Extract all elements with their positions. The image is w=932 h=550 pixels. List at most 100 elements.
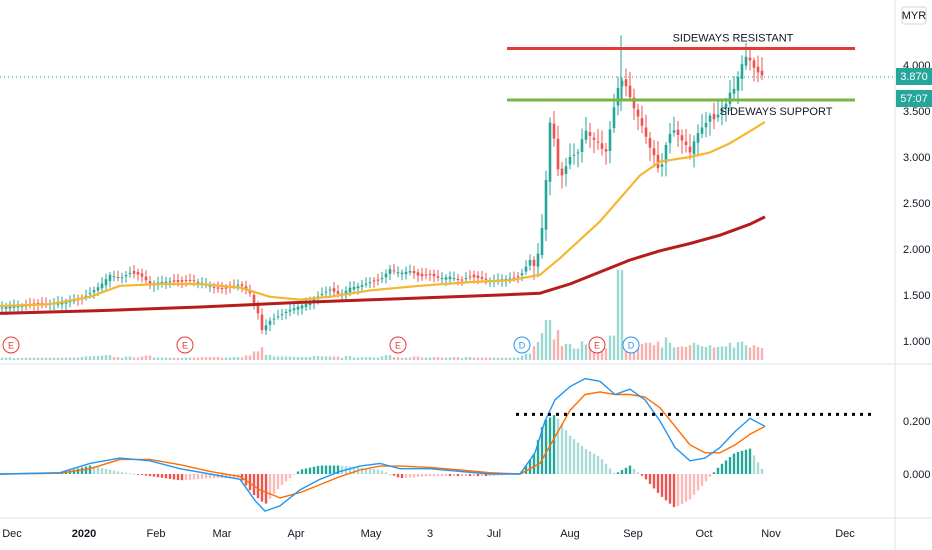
candle-body (116, 277, 120, 279)
volume-bar (308, 357, 312, 360)
volume-bar (20, 357, 24, 360)
earnings-marker-label: E (594, 341, 600, 351)
candle-body (304, 303, 308, 308)
macd-histogram-bar (620, 470, 624, 474)
dividend-marker (622, 336, 640, 354)
candle-body (548, 122, 552, 182)
macd-histogram-bar (136, 474, 140, 475)
volume-bar (272, 356, 276, 360)
macd-histogram-bar (464, 474, 468, 477)
volume-bar (380, 356, 384, 360)
volume-bar (428, 357, 432, 360)
volume-bar (732, 347, 736, 360)
macd-histogram-bar (148, 474, 152, 477)
macd-histogram-bar (332, 465, 336, 474)
volume-bar (212, 357, 216, 360)
macd-histogram-bar (424, 474, 428, 477)
candle-body (16, 306, 20, 308)
candle-body (100, 283, 104, 289)
candle-body (440, 278, 444, 280)
candle-body (292, 308, 296, 311)
volume-bar (700, 346, 704, 360)
macd-histogram-bar (564, 430, 568, 474)
volume-bar (424, 357, 428, 360)
volume-bar (172, 357, 176, 360)
macd-histogram-bar (116, 471, 120, 474)
time-tick-label: Nov (761, 528, 781, 540)
volume-bar (204, 357, 208, 360)
volume-bar (28, 357, 32, 360)
time-tick-label: Oct (695, 528, 712, 540)
candle-body (60, 302, 64, 305)
macd-histogram-bar (364, 468, 368, 474)
earnings-marker (176, 336, 194, 354)
volume-bar (84, 356, 88, 360)
macd-histogram-bar (268, 474, 272, 499)
macd-histogram-bar (440, 474, 444, 477)
dividend-marker-label: D (628, 341, 635, 351)
candle-body (460, 279, 464, 281)
volume-bar (80, 356, 84, 360)
candle-body (628, 85, 632, 98)
macd-histogram-bar (744, 449, 748, 474)
volume-bar (56, 357, 60, 360)
volume-bar (248, 355, 252, 360)
candle-body (392, 270, 396, 272)
volume-bar (680, 346, 684, 360)
macd-histogram-bar (276, 474, 280, 490)
macd-histogram-bar (652, 474, 656, 489)
volume-bar (720, 346, 724, 360)
macd-histogram-bar (308, 467, 312, 474)
candle-body (332, 288, 336, 292)
volume-bar (756, 347, 760, 360)
candle-body (112, 276, 116, 278)
candle-body (196, 281, 200, 283)
macd-histogram-bar (492, 474, 496, 476)
volume-bar (604, 348, 608, 360)
volume-bar (180, 357, 184, 360)
volume-bar (400, 357, 404, 360)
time-tick-label: Sep (623, 528, 643, 540)
macd-histogram-bar (160, 474, 164, 478)
volume-bar (668, 342, 672, 360)
earnings-marker (389, 336, 407, 354)
volume-bar (196, 357, 200, 360)
macd-histogram-bar (688, 474, 692, 500)
volume-bar (712, 347, 716, 360)
volume-bar (36, 357, 40, 360)
macd-histogram-bar (544, 419, 548, 474)
macd-histogram-bar (536, 440, 540, 474)
candle-body (724, 103, 728, 109)
candle-body (604, 149, 608, 152)
volume-bar (688, 345, 692, 360)
volume-bar (536, 341, 540, 360)
macd-histogram-bar (104, 468, 108, 474)
candle-body (612, 107, 616, 129)
macd-histogram-bar (480, 474, 484, 477)
volume-bar (120, 357, 124, 360)
candle-body (188, 280, 192, 282)
macd-histogram-bar (260, 474, 264, 502)
candle-body (456, 278, 460, 280)
candle-body (64, 301, 68, 304)
candle-body (336, 291, 340, 294)
macd-histogram-bar (644, 474, 648, 480)
volume-bar (492, 357, 496, 360)
candle-body (176, 280, 180, 282)
countdown-value: 57:07 (900, 93, 928, 105)
candle-body (300, 305, 304, 309)
volume-bar (184, 357, 188, 360)
candle-body (368, 282, 372, 284)
candle-body (8, 306, 12, 309)
candle-body (0, 307, 4, 309)
macd-histogram-bar (476, 474, 480, 477)
volume-bar (112, 357, 116, 360)
candle-body (736, 76, 740, 91)
candle-body (616, 88, 620, 106)
volume-bar (128, 356, 132, 360)
candle-body (72, 300, 76, 302)
volume-bar (568, 344, 572, 360)
volume-bar (224, 357, 228, 360)
macd-histogram-bar (580, 446, 584, 474)
volume-bar (324, 356, 328, 360)
